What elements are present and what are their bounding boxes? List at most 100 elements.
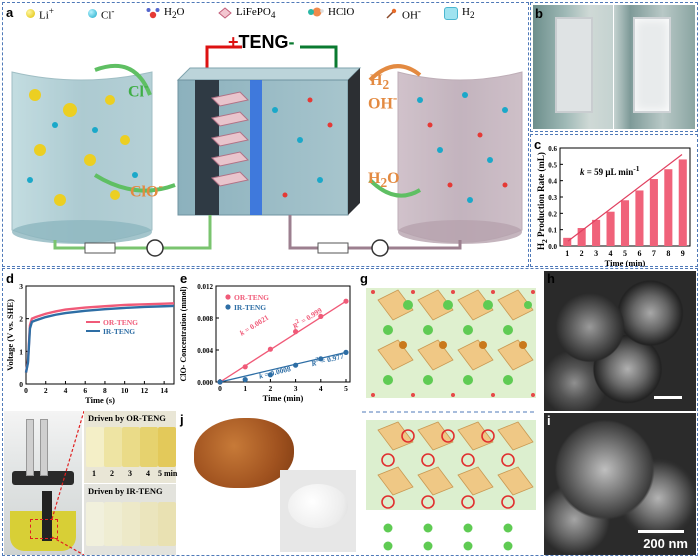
- li-row: [383, 523, 513, 551]
- e-xtick-label: 2: [269, 384, 273, 393]
- ion-exchange-membrane: [250, 80, 262, 215]
- cathode-reservoir-beaker: [397, 71, 523, 243]
- d-axes-frame: [25, 285, 175, 385]
- e-ytick-label: 0.000: [197, 379, 213, 387]
- cl-ion-icon: [88, 9, 97, 19]
- panel-a-frame: [2, 2, 529, 267]
- c-xtick-label: 3: [594, 249, 598, 258]
- cathode-plate: [348, 68, 360, 215]
- e-data-point: [267, 372, 273, 378]
- cl-flow-arrow: [94, 64, 152, 96]
- c-ylabel: H2 Production Rate (mL): [536, 152, 549, 250]
- panel-a-schematic: [11, 45, 523, 257]
- sem-h-scalebar: [654, 396, 682, 399]
- e-legend-marker: [225, 294, 231, 300]
- c-ytick-label: 0.0: [548, 243, 557, 251]
- d-ytick-label: 3: [19, 282, 23, 291]
- oh-label: OH-: [368, 90, 398, 113]
- anode-reservoir-base: [12, 220, 152, 244]
- cathode-reservoir-base: [398, 220, 522, 244]
- sem-i-scalebar-label: 200 nm: [643, 536, 688, 551]
- bottom-lattice: [366, 420, 536, 510]
- reference-electrode-1: [26, 419, 34, 476]
- zoom-lines: [51, 411, 85, 555]
- h2-production-chart: 1 2 3 4 5 6 7 8 9 0.0 0.1 0.2 0.3 0.4 0.5 0.6 Time (min): [548, 145, 691, 267]
- li-ion-icon: [26, 9, 35, 19]
- or-vials-panel: Driven by OR-TENG 1 2 3 4 5 min: [84, 411, 178, 483]
- c-xtick-label: 5: [623, 249, 627, 258]
- h2o-flow-arrow: [368, 178, 422, 198]
- e-xlabel: Time (min): [263, 393, 304, 403]
- ir-vial-5: [158, 502, 176, 546]
- e-fit-line: [219, 351, 347, 383]
- anolyte-flow-arrow-box: [84, 242, 116, 254]
- ir-vial-4: [140, 502, 158, 546]
- c-bar: [563, 237, 572, 246]
- d-xtick-label: 8: [103, 386, 107, 395]
- sem-image-i: 200 nm: [544, 413, 696, 555]
- d-xtick-label: 14: [160, 386, 168, 395]
- legend-cl-label: Cl-: [101, 6, 115, 22]
- d-xlabel: Time (s): [85, 395, 115, 405]
- anolyte-loop: [53, 215, 212, 250]
- panel-e-label: e: [180, 271, 188, 286]
- hclo-molecule-icon: [308, 7, 324, 17]
- e-legend-marker: [225, 304, 231, 310]
- e-ytick-label: 0.012: [197, 283, 213, 291]
- ir-vial-1: [86, 502, 104, 546]
- c-bar: [606, 211, 615, 246]
- or-vial-3: [122, 427, 140, 467]
- or-vial-2: [104, 427, 122, 467]
- ir-vial-2: [104, 502, 122, 546]
- panel-b-photo: [533, 5, 695, 129]
- cl-label: Cl-: [128, 78, 149, 101]
- c-xtick-label: 1: [565, 249, 569, 258]
- c-bar: [577, 228, 586, 246]
- d-xtick-label: 10: [121, 386, 129, 395]
- ir-vials-panel: Driven by IR-TENG: [84, 484, 176, 555]
- teng-label: +TENG-: [228, 32, 295, 53]
- legend-h2o: H2O: [146, 6, 184, 20]
- panel-i-label: i: [547, 413, 551, 428]
- time-label-5: 5 min: [158, 469, 178, 478]
- panel-b-frame: [530, 2, 698, 132]
- panel-g-label: g: [360, 271, 368, 286]
- white-powder-photo: [280, 470, 356, 552]
- legend-hclo: HClO: [308, 6, 354, 18]
- sem-image-h: [544, 271, 696, 411]
- c-annotation: k = 59 μL min-1: [580, 164, 640, 177]
- lifepo4-crystal-icon: [218, 7, 232, 19]
- d-series-line: [24, 304, 175, 373]
- c-bar: [664, 169, 673, 246]
- clo-concentration-chart: 0 1 2 3 4 5 0.000 0.004 0.008 0.012 OR-TENGIR-TENG…: [179, 283, 351, 403]
- e-ytick-label: 0.004: [197, 347, 213, 355]
- c-ytick-label: 0.1: [548, 227, 557, 235]
- lifepo4-powder-photo: [186, 412, 306, 492]
- crystal-structure: [362, 288, 536, 551]
- legend-h2o-label: H2O: [164, 6, 185, 21]
- catholyte-pump-icon: [371, 239, 389, 257]
- anode-electrode: [195, 80, 219, 215]
- ir-caption: Driven by IR-TENG: [88, 486, 163, 496]
- c-bar: [635, 190, 644, 246]
- c-xtick-label: 4: [609, 249, 613, 258]
- d-xtick-label: 2: [44, 386, 48, 395]
- right-beaker-ions: [417, 92, 508, 203]
- e-xtick-label: 1: [243, 384, 247, 393]
- d-xtick-label: 0: [24, 386, 28, 395]
- cell-top: [176, 67, 362, 81]
- legend-cl: Cl-: [88, 6, 114, 22]
- d-ytick-label: 2: [19, 315, 23, 324]
- panel-d-label: d: [6, 271, 14, 286]
- or-vial-1: [86, 427, 104, 467]
- e-fit-line: [219, 300, 347, 383]
- zoom-box: [30, 519, 58, 539]
- catholyte-flow-arrow-box: [317, 242, 349, 254]
- d-legend-label: IR-TENG: [103, 327, 135, 336]
- c-xtick-label: 8: [666, 249, 670, 258]
- cell-ions: [272, 97, 333, 198]
- panel-c-frame: [530, 134, 698, 267]
- c-xtick-label: 6: [637, 249, 641, 258]
- legend-oh: OH-: [384, 6, 421, 22]
- e-data-point: [267, 346, 273, 352]
